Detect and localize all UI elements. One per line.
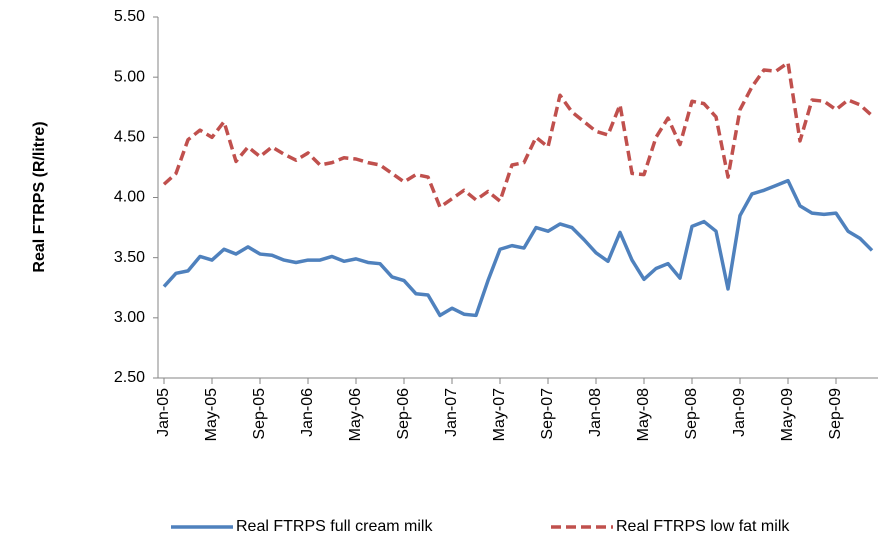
x-tick-label: May-05: [203, 388, 220, 441]
x-tick-label: Jan-05: [155, 388, 172, 437]
x-tick-label: Jan-09: [731, 388, 748, 437]
x-tick-label: May-07: [491, 388, 508, 441]
x-tick-label: Sep-08: [683, 388, 700, 440]
line-series: [162, 178, 874, 318]
x-tick-label: Sep-09: [827, 388, 844, 440]
y-tick-label: 5.00: [114, 68, 145, 85]
x-tick-label: Sep-07: [539, 388, 556, 440]
x-tick-label: Sep-06: [395, 388, 412, 440]
y-tick-label: 4.50: [114, 129, 145, 146]
y-tick-label: 4.00: [114, 189, 145, 206]
y-tick-label: 3.00: [114, 309, 145, 326]
x-tick-label: May-08: [635, 388, 652, 441]
x-tick-label: May-09: [779, 388, 796, 441]
y-axis-title: Real FTRPS (R/litre): [31, 121, 48, 272]
legend-label: Real FTRPS low fat milk: [616, 518, 790, 535]
x-tick-label: Jan-06: [299, 388, 316, 437]
x-tick-label: May-06: [347, 388, 364, 441]
y-tick-label: 3.50: [114, 249, 145, 266]
x-tick-label: Sep-05: [251, 388, 268, 440]
x-tick-label: Jan-07: [443, 388, 460, 437]
legend-label: Real FTRPS full cream milk: [236, 518, 433, 535]
y-tick-label: 2.50: [114, 369, 145, 386]
y-tick-label: 5.50: [114, 8, 145, 25]
line-series: [162, 60, 874, 209]
x-tick-label: Jan-08: [587, 388, 604, 437]
